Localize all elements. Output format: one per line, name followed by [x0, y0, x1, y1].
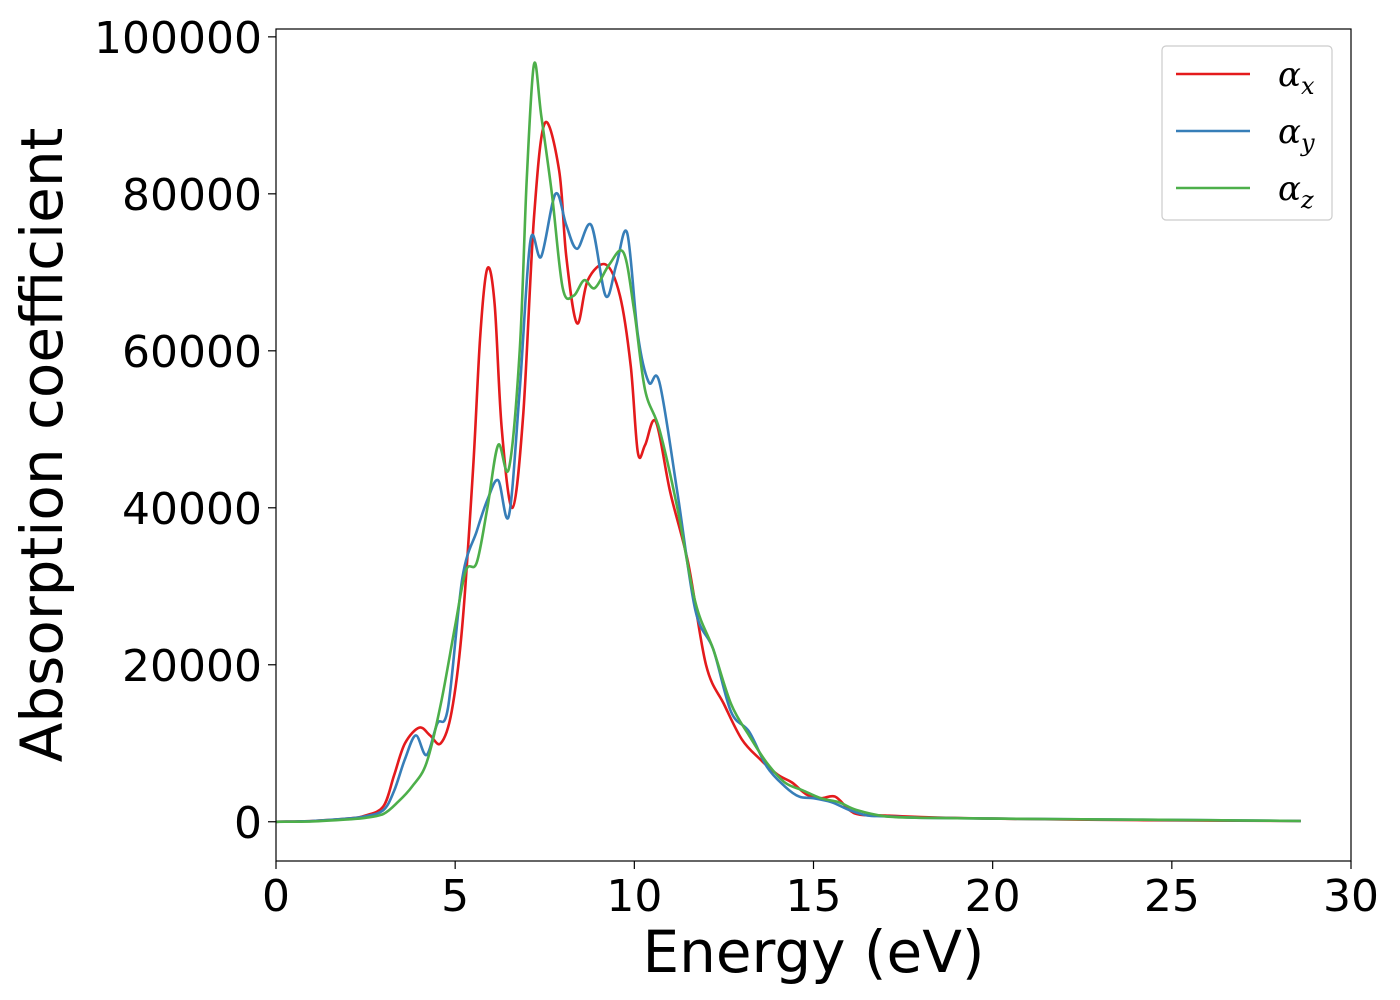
x-tick-label: 5 [441, 871, 469, 922]
legend-box [1161, 45, 1333, 221]
y-tick-label: 60000 [122, 327, 262, 378]
y-axis-ticks: 0 20000 40000 60000 80000 100000 [94, 13, 276, 849]
x-tick-label: 10 [606, 871, 662, 922]
legend-label-x: αx [1278, 55, 1315, 100]
legend-label-z: αz [1278, 169, 1314, 214]
series-layer [275, 61, 1301, 824]
x-tick-label: 25 [1144, 871, 1200, 922]
x-axis-title: Energy (eV) [642, 918, 984, 986]
y-axis-title: Absorption coefficient [8, 128, 76, 763]
x-tick-label: 20 [965, 871, 1021, 922]
y-tick-label: 100000 [94, 13, 262, 64]
y-tick-label: 80000 [122, 170, 262, 221]
y-tick-label: 40000 [122, 484, 262, 535]
series-line-x [275, 120, 1301, 824]
x-tick-label: 0 [262, 871, 290, 922]
y-tick-label: 20000 [122, 641, 262, 692]
legend-items: αx αy αz [1176, 55, 1315, 214]
plot-area-frame [275, 28, 1352, 862]
series-line-z [275, 61, 1301, 824]
x-tick-label: 30 [1323, 871, 1379, 922]
legend: αx αy αz [1161, 45, 1333, 221]
x-tick-label: 15 [786, 871, 842, 922]
x-axis-ticks: 0 5 10 15 20 25 30 [262, 861, 1379, 922]
y-tick-label: 0 [234, 798, 262, 849]
legend-label-y: αy [1278, 112, 1315, 157]
